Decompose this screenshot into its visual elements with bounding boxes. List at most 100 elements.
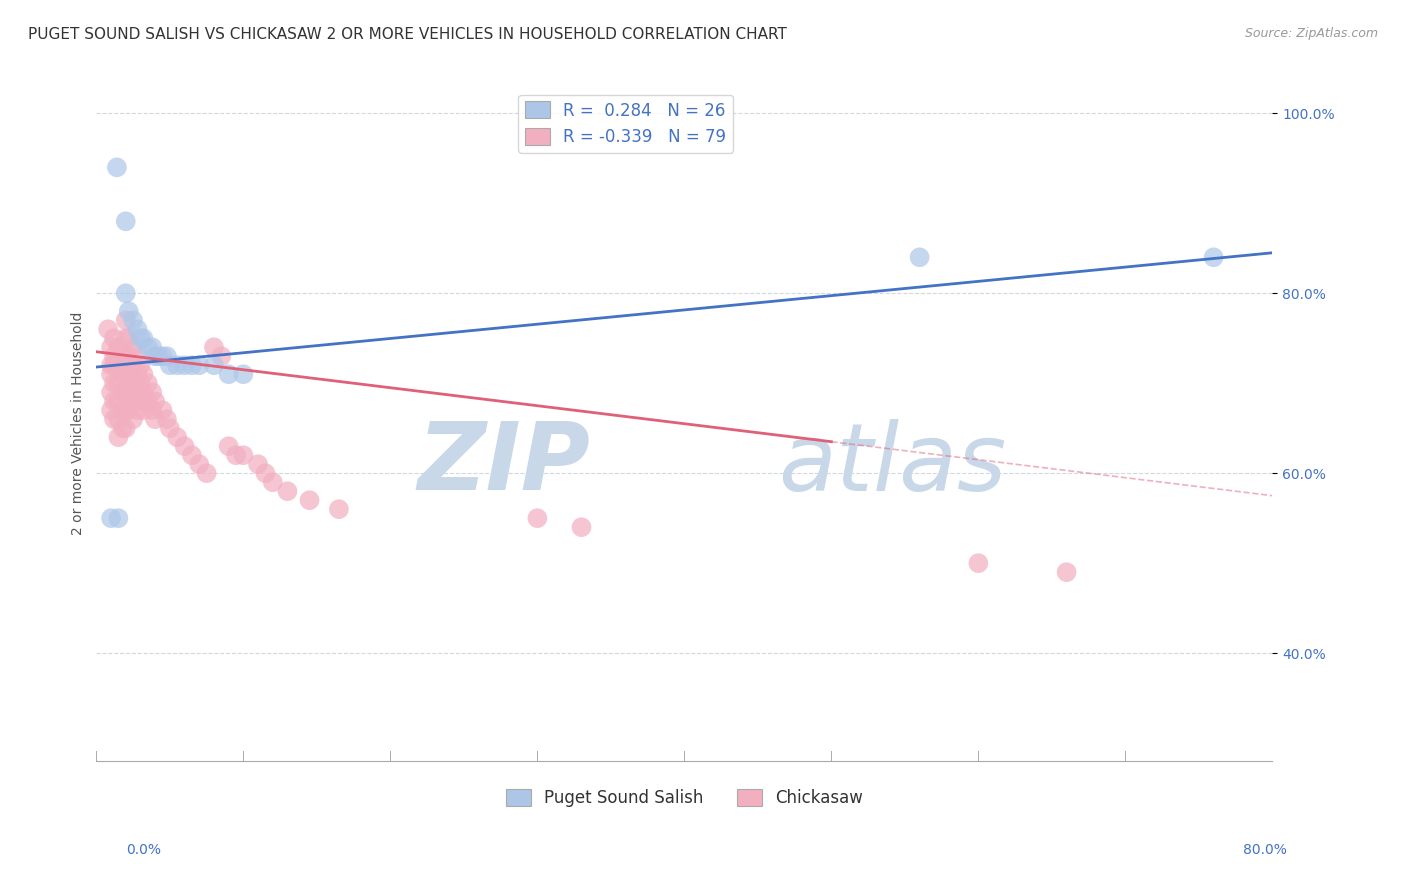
Point [100, 385, 122, 400]
Point [328, 502, 350, 516]
Point [111, 368, 134, 382]
Point [122, 313, 145, 327]
Point [202, 358, 225, 372]
Text: Source: ZipAtlas.com: Source: ZipAtlas.com [1244, 27, 1378, 40]
Point [156, 349, 179, 363]
Point [173, 439, 195, 453]
Point [114, 385, 136, 400]
Point [188, 457, 211, 471]
Point [118, 385, 141, 400]
Point [118, 331, 141, 345]
Point [118, 304, 141, 318]
Point [254, 466, 277, 480]
Point [141, 340, 163, 354]
Point [114, 214, 136, 228]
Point [105, 161, 128, 175]
Point [173, 358, 195, 372]
Point [218, 368, 240, 382]
Text: 0.0%: 0.0% [127, 843, 162, 857]
Point [166, 358, 188, 372]
Y-axis label: 2 or more Vehicles in Household: 2 or more Vehicles in Household [72, 312, 86, 535]
Point [107, 376, 129, 391]
Point [127, 385, 149, 400]
Point [118, 368, 141, 382]
Point [114, 286, 136, 301]
Point [103, 358, 125, 372]
Point [118, 403, 141, 417]
Text: PUGET SOUND SALISH VS CHICKASAW 2 OR MORE VEHICLES IN HOUSEHOLD CORRELATION CHAR: PUGET SOUND SALISH VS CHICKASAW 2 OR MOR… [28, 27, 787, 42]
Point [122, 376, 145, 391]
Point [1056, 565, 1078, 579]
Point [159, 358, 181, 372]
Point [129, 376, 152, 391]
Point [156, 412, 179, 426]
Point [107, 358, 129, 372]
Point [262, 475, 284, 490]
Point [908, 250, 931, 264]
Point [1202, 250, 1225, 264]
Point [132, 385, 155, 400]
Text: atlas: atlas [779, 418, 1007, 509]
Point [107, 340, 129, 354]
Point [143, 412, 166, 426]
Point [298, 493, 321, 508]
Point [152, 349, 174, 363]
Point [136, 394, 159, 409]
Point [967, 556, 990, 570]
Point [97, 322, 120, 336]
Point [103, 331, 125, 345]
Point [127, 368, 149, 382]
Text: ZIP: ZIP [418, 418, 591, 510]
Point [100, 340, 122, 354]
Point [122, 358, 145, 372]
Point [111, 421, 134, 435]
Point [127, 403, 149, 417]
Point [136, 340, 159, 354]
Point [118, 349, 141, 363]
Point [209, 349, 232, 363]
Point [107, 412, 129, 426]
Point [180, 358, 202, 372]
Point [232, 368, 254, 382]
Point [107, 511, 129, 525]
Point [103, 376, 125, 391]
Point [225, 448, 247, 462]
Point [276, 484, 298, 499]
Point [122, 412, 145, 426]
Point [232, 448, 254, 462]
Point [141, 403, 163, 417]
Point [166, 430, 188, 444]
Point [114, 331, 136, 345]
Point [100, 511, 122, 525]
Point [103, 349, 125, 363]
Text: 80.0%: 80.0% [1243, 843, 1286, 857]
Point [141, 385, 163, 400]
Point [114, 368, 136, 382]
Point [218, 439, 240, 453]
Point [127, 349, 149, 363]
Point [143, 394, 166, 409]
Point [100, 358, 122, 372]
Point [114, 313, 136, 327]
Point [195, 466, 218, 480]
Point [122, 340, 145, 354]
Point [129, 331, 152, 345]
Point [111, 385, 134, 400]
Point [202, 340, 225, 354]
Point [103, 394, 125, 409]
Point [180, 448, 202, 462]
Point [122, 394, 145, 409]
Point [111, 403, 134, 417]
Point [103, 412, 125, 426]
Point [526, 511, 548, 525]
Point [107, 430, 129, 444]
Point [114, 421, 136, 435]
Point [132, 403, 155, 417]
Point [132, 331, 155, 345]
Point [136, 376, 159, 391]
Point [107, 394, 129, 409]
Point [114, 349, 136, 363]
Point [247, 457, 270, 471]
Point [114, 403, 136, 417]
Point [143, 349, 166, 363]
